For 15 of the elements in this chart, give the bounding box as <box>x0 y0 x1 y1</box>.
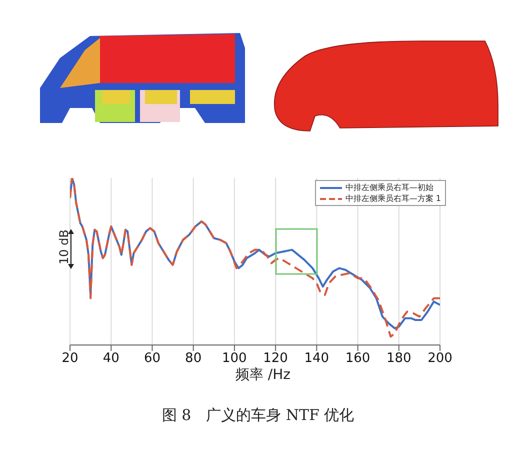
x-tick-label: 140 <box>304 351 330 366</box>
y-axis-title: 10 dB <box>57 228 71 266</box>
x-tick-label: 200 <box>428 351 452 366</box>
x-axis-title: 频率 /Hz <box>234 366 292 384</box>
x-tick-label: 20 <box>62 351 78 366</box>
legend-label: 中排左侧乘员右耳—方案 1 <box>345 193 441 204</box>
x-tick-label: 120 <box>263 351 288 366</box>
x-tick-label: 40 <box>102 351 120 366</box>
x-tick-label: 100 <box>222 351 247 366</box>
x-tick-label: 60 <box>144 351 160 366</box>
x-tick-label: 160 <box>345 351 370 366</box>
x-tick-label: 180 <box>386 351 412 366</box>
x-tick-label: 80 <box>185 351 202 366</box>
legend-label: 中排左侧乘员右耳—初始 <box>345 182 434 193</box>
caption: 图 8 广义的车身 NTF 优化 <box>160 406 356 425</box>
